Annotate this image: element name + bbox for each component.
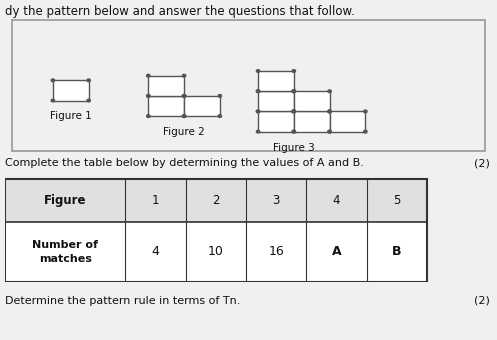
Text: B: B bbox=[392, 245, 402, 258]
Text: Figure 3: Figure 3 bbox=[273, 142, 315, 153]
Circle shape bbox=[292, 70, 296, 72]
Circle shape bbox=[147, 95, 150, 97]
Text: Figure: Figure bbox=[44, 194, 86, 207]
Circle shape bbox=[182, 115, 186, 117]
Circle shape bbox=[147, 115, 150, 117]
Circle shape bbox=[328, 110, 331, 113]
Circle shape bbox=[147, 74, 150, 77]
Text: (2): (2) bbox=[474, 158, 490, 168]
Bar bbox=[258, 71, 294, 91]
Circle shape bbox=[182, 95, 186, 97]
Circle shape bbox=[51, 79, 55, 82]
Text: 5: 5 bbox=[393, 194, 401, 207]
Circle shape bbox=[147, 95, 150, 97]
Circle shape bbox=[328, 90, 331, 92]
Circle shape bbox=[292, 110, 296, 113]
Bar bbox=[5, 178, 427, 222]
Circle shape bbox=[182, 115, 186, 117]
Circle shape bbox=[292, 110, 296, 113]
Circle shape bbox=[256, 110, 260, 113]
Text: Figure 2: Figure 2 bbox=[163, 127, 205, 137]
Circle shape bbox=[328, 130, 331, 133]
Bar bbox=[5, 222, 427, 282]
Bar bbox=[184, 96, 220, 116]
Circle shape bbox=[292, 130, 296, 133]
Circle shape bbox=[328, 110, 331, 113]
Text: 2: 2 bbox=[212, 194, 220, 207]
Text: 4: 4 bbox=[332, 194, 340, 207]
Circle shape bbox=[256, 90, 260, 92]
Bar bbox=[330, 112, 365, 132]
Text: (2): (2) bbox=[474, 296, 490, 306]
Circle shape bbox=[328, 130, 331, 133]
Bar bbox=[258, 91, 294, 112]
Text: Determine the pattern rule in terms of Tn.: Determine the pattern rule in terms of T… bbox=[5, 296, 241, 306]
Circle shape bbox=[256, 70, 260, 72]
Text: Number of
matches: Number of matches bbox=[32, 240, 98, 264]
Text: 10: 10 bbox=[208, 245, 224, 258]
Text: 1: 1 bbox=[152, 194, 160, 207]
Circle shape bbox=[292, 90, 296, 92]
Bar bbox=[148, 96, 184, 116]
Circle shape bbox=[218, 115, 222, 117]
Bar bbox=[294, 91, 330, 112]
Text: A: A bbox=[331, 245, 341, 258]
Circle shape bbox=[87, 79, 90, 82]
Bar bbox=[148, 76, 184, 96]
Circle shape bbox=[292, 90, 296, 92]
Circle shape bbox=[364, 110, 367, 113]
Circle shape bbox=[218, 95, 222, 97]
Circle shape bbox=[328, 110, 331, 113]
Text: Figure 1: Figure 1 bbox=[50, 112, 91, 121]
Circle shape bbox=[292, 110, 296, 113]
Text: Complete the table below by determining the values of A and B.: Complete the table below by determining … bbox=[5, 158, 364, 168]
Circle shape bbox=[87, 99, 90, 102]
Circle shape bbox=[182, 74, 186, 77]
Circle shape bbox=[182, 95, 186, 97]
Bar bbox=[53, 80, 88, 101]
Circle shape bbox=[51, 99, 55, 102]
Text: 3: 3 bbox=[272, 194, 280, 207]
Bar bbox=[258, 112, 294, 132]
Circle shape bbox=[256, 130, 260, 133]
Bar bbox=[294, 112, 330, 132]
Bar bbox=[5, 178, 427, 282]
Circle shape bbox=[182, 95, 186, 97]
Circle shape bbox=[256, 110, 260, 113]
Circle shape bbox=[256, 90, 260, 92]
Text: 4: 4 bbox=[152, 245, 160, 258]
Circle shape bbox=[292, 130, 296, 133]
Circle shape bbox=[364, 130, 367, 133]
Text: 16: 16 bbox=[268, 245, 284, 258]
Circle shape bbox=[292, 90, 296, 92]
Circle shape bbox=[292, 110, 296, 113]
Text: dy the pattern below and answer the questions that follow.: dy the pattern below and answer the ques… bbox=[5, 5, 355, 18]
